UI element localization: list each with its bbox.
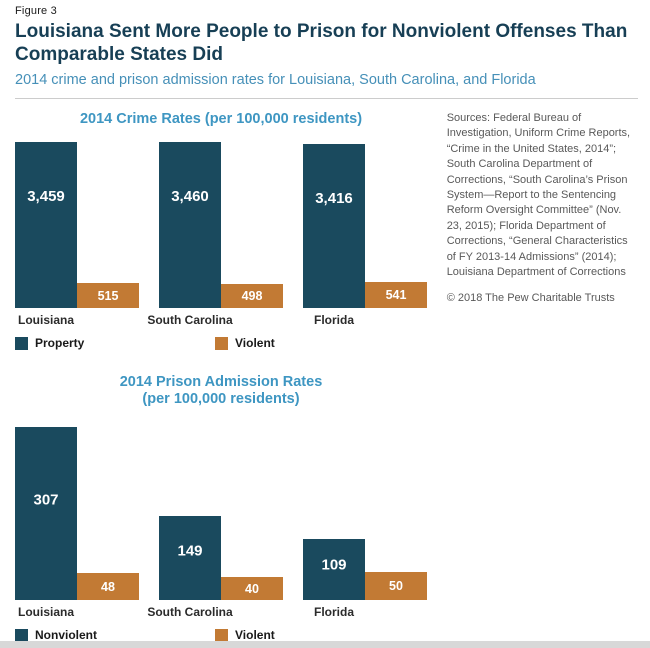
footer-strip: [0, 641, 650, 648]
nonviolent-legend-swatch: [15, 628, 28, 642]
crime-bar-plot: 3,459 515 Louisiana 3,460 498 South Carolina 3…: [15, 140, 427, 327]
bar-group-florida: 109 50 Florida: [303, 539, 427, 619]
property-bar: 3,416: [303, 144, 365, 308]
sources-text: Sources: Federal Bureau of Investigation…: [446, 112, 631, 278]
violent-admissions-legend-swatch: [215, 628, 228, 642]
property-legend-label: Property: [35, 336, 85, 350]
admissions-chart-legend: Nonviolent Violent: [15, 628, 427, 642]
bar-value-label: 149: [177, 542, 203, 560]
charts-column: 2014 Crime Rates (per 100,000 residents)…: [15, 99, 437, 642]
property-bar: 3,459: [15, 142, 77, 308]
figure-subtitle: 2014 crime and prison admission rates fo…: [15, 72, 536, 88]
bar-value-label: 3,459: [27, 188, 65, 205]
figure-label: Figure 3: [15, 5, 57, 17]
bar-value-label: 541: [385, 288, 407, 302]
legend-item-nonviolent: Nonviolent: [15, 628, 215, 642]
bar-value-label: 515: [97, 288, 119, 303]
nonviolent-bar: 149: [159, 516, 221, 600]
legend-item-violent-crime: Violent: [215, 336, 415, 350]
admissions-chart-title-line-1: 2014 Prison Admission Rates: [119, 374, 323, 390]
violent-bar: 541: [365, 282, 427, 308]
legend-item-property: Property: [15, 336, 215, 350]
violent-admissions-legend-label: Violent: [235, 628, 275, 642]
violent-bar: 498: [221, 284, 283, 308]
admissions-chart-title: 2014 Prison Admission Rates (per 100,000…: [15, 374, 427, 408]
category-label: South Carolina: [147, 605, 233, 619]
bar-group-louisiana: 3,459 515 Louisiana: [15, 142, 139, 327]
admissions-chart-title-line-2: (per 100,000 residents): [142, 391, 300, 407]
category-label: Louisiana: [17, 313, 75, 327]
bar-group-florida: 3,416 541 Florida: [303, 144, 427, 327]
category-label: Louisiana: [17, 605, 75, 619]
category-label: South Carolina: [147, 313, 233, 327]
bar-value-label: 48: [101, 579, 115, 594]
nonviolent-bar: 109: [303, 539, 365, 600]
crime-rates-chart: 2014 Crime Rates (per 100,000 residents)…: [15, 111, 437, 350]
nonviolent-bar: 307: [15, 427, 77, 600]
bar-value-label: 40: [245, 581, 259, 596]
content-area: 2014 Crime Rates (per 100,000 residents)…: [15, 99, 638, 642]
bar-value-label: 3,460: [171, 188, 209, 205]
category-label: Florida: [313, 605, 355, 619]
category-label: Florida: [313, 313, 355, 327]
bar-value-label: 3,416: [315, 190, 353, 207]
violent-bar: 40: [221, 577, 283, 600]
violent-bar: 515: [77, 283, 139, 308]
property-bar: 3,460: [159, 142, 221, 308]
figure-title-line-2: Comparable States Did: [15, 44, 223, 65]
property-legend-swatch: [15, 336, 28, 350]
sources-panel: Sources: Federal Bureau of Investigation…: [447, 99, 638, 642]
prison-admission-rates-chart: 2014 Prison Admission Rates (per 100,000…: [15, 374, 437, 642]
figure-title: Louisiana Sent More People to Prison for…: [15, 20, 638, 66]
violent-bar: 48: [77, 573, 139, 600]
legend-item-violent-admissions: Violent: [215, 628, 415, 642]
violent-crime-legend-swatch: [215, 336, 228, 350]
divider: [15, 98, 638, 99]
bar-group-south-carolina: 149 40 South Carolina: [147, 516, 283, 619]
bar-value-label: 307: [33, 491, 59, 509]
bar-value-label: 498: [241, 289, 263, 303]
violent-crime-legend-label: Violent: [235, 336, 275, 350]
bar-value-label: 109: [321, 556, 347, 574]
bar-group-south-carolina: 3,460 498 South Carolina: [147, 142, 283, 327]
violent-bar: 50: [365, 572, 427, 600]
figure-title-line-1: Louisiana Sent More People to Prison for…: [15, 21, 628, 42]
crime-chart-legend: Property Violent: [15, 336, 427, 350]
admissions-bar-plot: 307 48 Louisiana 149 40 South Carolina 109 50 Fl…: [15, 420, 427, 619]
crime-chart-title: 2014 Crime Rates (per 100,000 residents): [15, 111, 427, 128]
crime-chart-title-text: 2014 Crime Rates (per 100,000 residents): [79, 111, 363, 127]
nonviolent-legend-label: Nonviolent: [35, 628, 97, 642]
bar-group-louisiana: 307 48 Louisiana: [15, 427, 139, 619]
copyright-text: © 2018 The Pew Charitable Trusts: [446, 292, 615, 305]
bar-value-label: 50: [389, 579, 403, 593]
